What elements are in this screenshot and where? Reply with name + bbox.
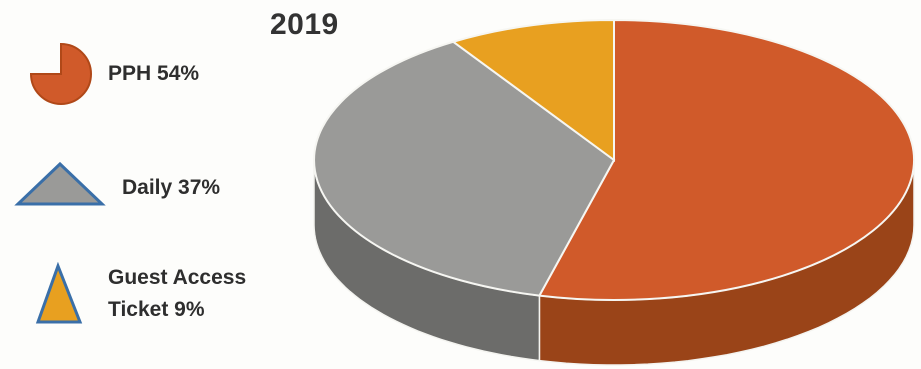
legend-label-guest-access-ticket: Guest Access Ticket 9% xyxy=(108,262,246,326)
pie-slice-guest-access-ticket xyxy=(451,18,615,162)
chart-title: 2019 xyxy=(270,8,339,41)
triangle-icon xyxy=(14,161,106,206)
legend-label-guest-line2: Ticket 9% xyxy=(108,298,205,321)
legend-label-daily: Daily 37% xyxy=(122,176,221,199)
legend-label-guest-line1: Guest Access xyxy=(108,266,247,289)
triangle-icon xyxy=(35,262,83,324)
legend-label-pph: PPH 54% xyxy=(108,62,200,85)
pie-wedge-icon xyxy=(29,42,92,105)
pie-slice-pph xyxy=(537,18,916,301)
